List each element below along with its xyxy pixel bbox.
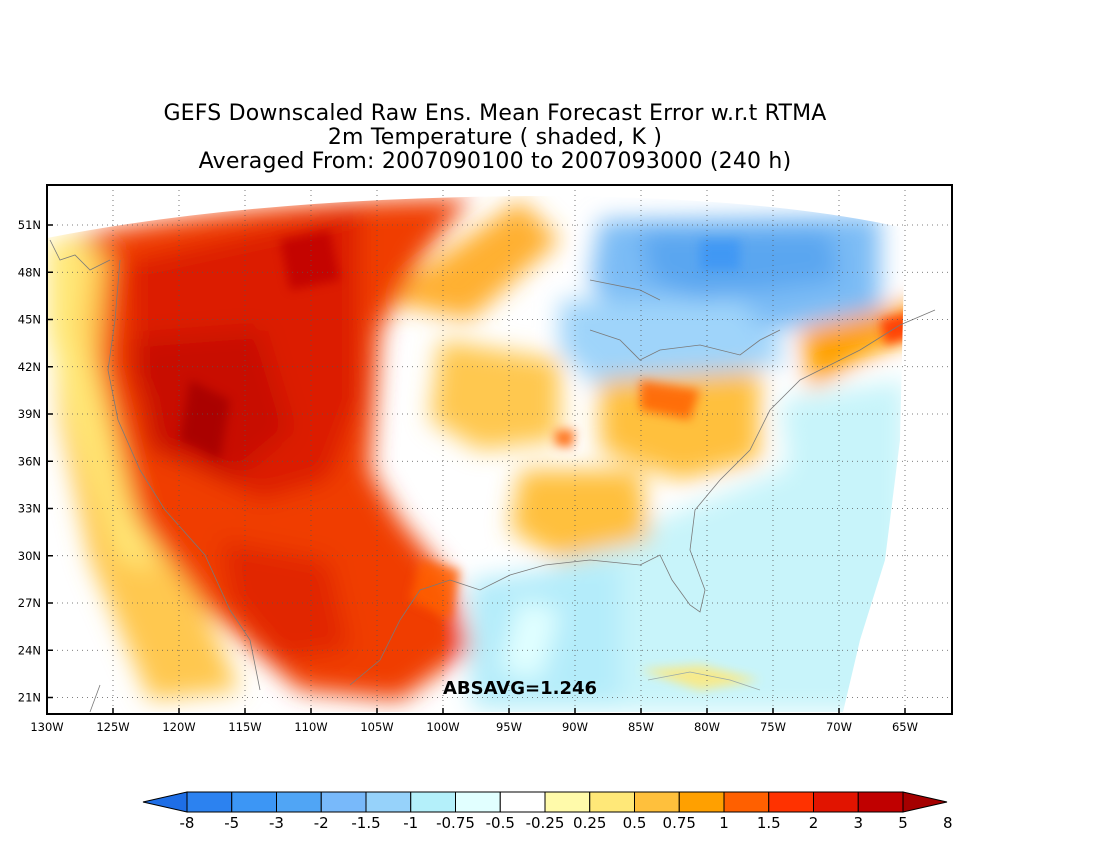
x-tick-label: 105W	[360, 720, 393, 734]
colorbar-segment	[410, 791, 456, 813]
x-tick-label: 100W	[426, 720, 459, 734]
colorbar-label: 0.75	[663, 814, 696, 832]
colorbar-label: 1.5	[757, 814, 781, 832]
y-tick-label: 42N	[18, 360, 41, 374]
x-tick-label: 75W	[760, 720, 786, 734]
x-tick-label: 85W	[628, 720, 654, 734]
absavg-annotation: ABSAVG=1.246	[443, 678, 597, 699]
colorbar-high-arrow	[902, 791, 948, 813]
colorbar-segment	[499, 791, 546, 813]
title-line-3: Averaged From: 2007090100 to 2007093000 …	[198, 149, 792, 174]
title-line-2: 2m Temperature ( shaded, K )	[327, 125, 663, 150]
colorbar-label: 0.25	[573, 814, 606, 832]
y-tick-label: 51N	[18, 218, 41, 232]
y-tick-label: 24N	[18, 643, 41, 657]
x-tick-label: 65W	[892, 720, 918, 734]
y-tick-label: 36N	[18, 454, 41, 468]
colorbar-segment	[276, 791, 322, 813]
latitude-axis: 21N 24N 27N 30N 33N 36N 39N 42N 45N 48N 51N	[18, 218, 53, 705]
colorbar-segment	[320, 791, 367, 813]
x-tick-label: 95W	[496, 720, 522, 734]
colorbar-label: -0.5	[486, 814, 515, 832]
colorbar-label: 8	[943, 814, 953, 832]
colorbar-label: -1	[403, 814, 418, 832]
colorbar-label: 3	[853, 814, 863, 832]
colorbar-label: -2	[314, 814, 329, 832]
x-tick-label: 120W	[162, 720, 195, 734]
colorbar-label: 0.5	[623, 814, 647, 832]
x-tick-label: 115W	[228, 720, 261, 734]
colorbar-segment	[589, 791, 635, 813]
longitude-axis: 130W 125W 120W 115W 110W 105W 100W 95W 90W 85W 80W…	[30, 708, 918, 734]
colorbar-label: 1	[719, 814, 729, 832]
temperature-error-field	[47, 196, 936, 713]
map-frame	[46, 184, 953, 715]
colorbar-label: -0.75	[436, 814, 475, 832]
colorbar-segment	[231, 791, 277, 813]
y-tick-label: 21N	[18, 691, 41, 705]
colorbar-segment	[768, 791, 814, 813]
colorbar-low-arrow	[142, 791, 188, 813]
colorbar-segment	[678, 791, 725, 813]
y-tick-label: 30N	[18, 549, 41, 563]
colorbar-segment	[857, 791, 904, 813]
x-tick-label: 130W	[30, 720, 63, 734]
x-tick-label: 90W	[562, 720, 588, 734]
colorbar-segment	[186, 791, 233, 813]
colorbar-label: -0.25	[526, 814, 565, 832]
lat-lon-grid	[47, 185, 952, 714]
y-tick-label: 48N	[18, 265, 41, 279]
colorbar-label: -3	[269, 814, 284, 832]
colorbar-segment	[544, 791, 591, 813]
y-tick-label: 27N	[18, 596, 41, 610]
colorbar-label: -5	[224, 814, 239, 832]
colorbar-segment	[455, 791, 501, 813]
colorbar-segment	[723, 791, 770, 813]
colorbar-segment	[634, 791, 680, 813]
colorbar-label: -1.5	[351, 814, 380, 832]
x-tick-label: 110W	[294, 720, 327, 734]
x-tick-label: 70W	[826, 720, 852, 734]
colorbar-label: -8	[180, 814, 195, 832]
chart-title: GEFS Downscaled Raw Ens. Mean Forecast E…	[0, 102, 990, 174]
y-tick-label: 45N	[18, 313, 41, 327]
y-tick-label: 33N	[18, 502, 41, 516]
x-tick-label: 125W	[96, 720, 129, 734]
colorbar-segment	[813, 791, 859, 813]
colorbar-segment	[365, 791, 412, 813]
colorbar-label: 5	[898, 814, 908, 832]
coastlines	[49, 239, 936, 713]
y-tick-label: 39N	[18, 407, 41, 421]
colorbar-label: 2	[809, 814, 819, 832]
x-tick-label: 80W	[694, 720, 720, 734]
title-line-1: GEFS Downscaled Raw Ens. Mean Forecast E…	[163, 101, 827, 126]
